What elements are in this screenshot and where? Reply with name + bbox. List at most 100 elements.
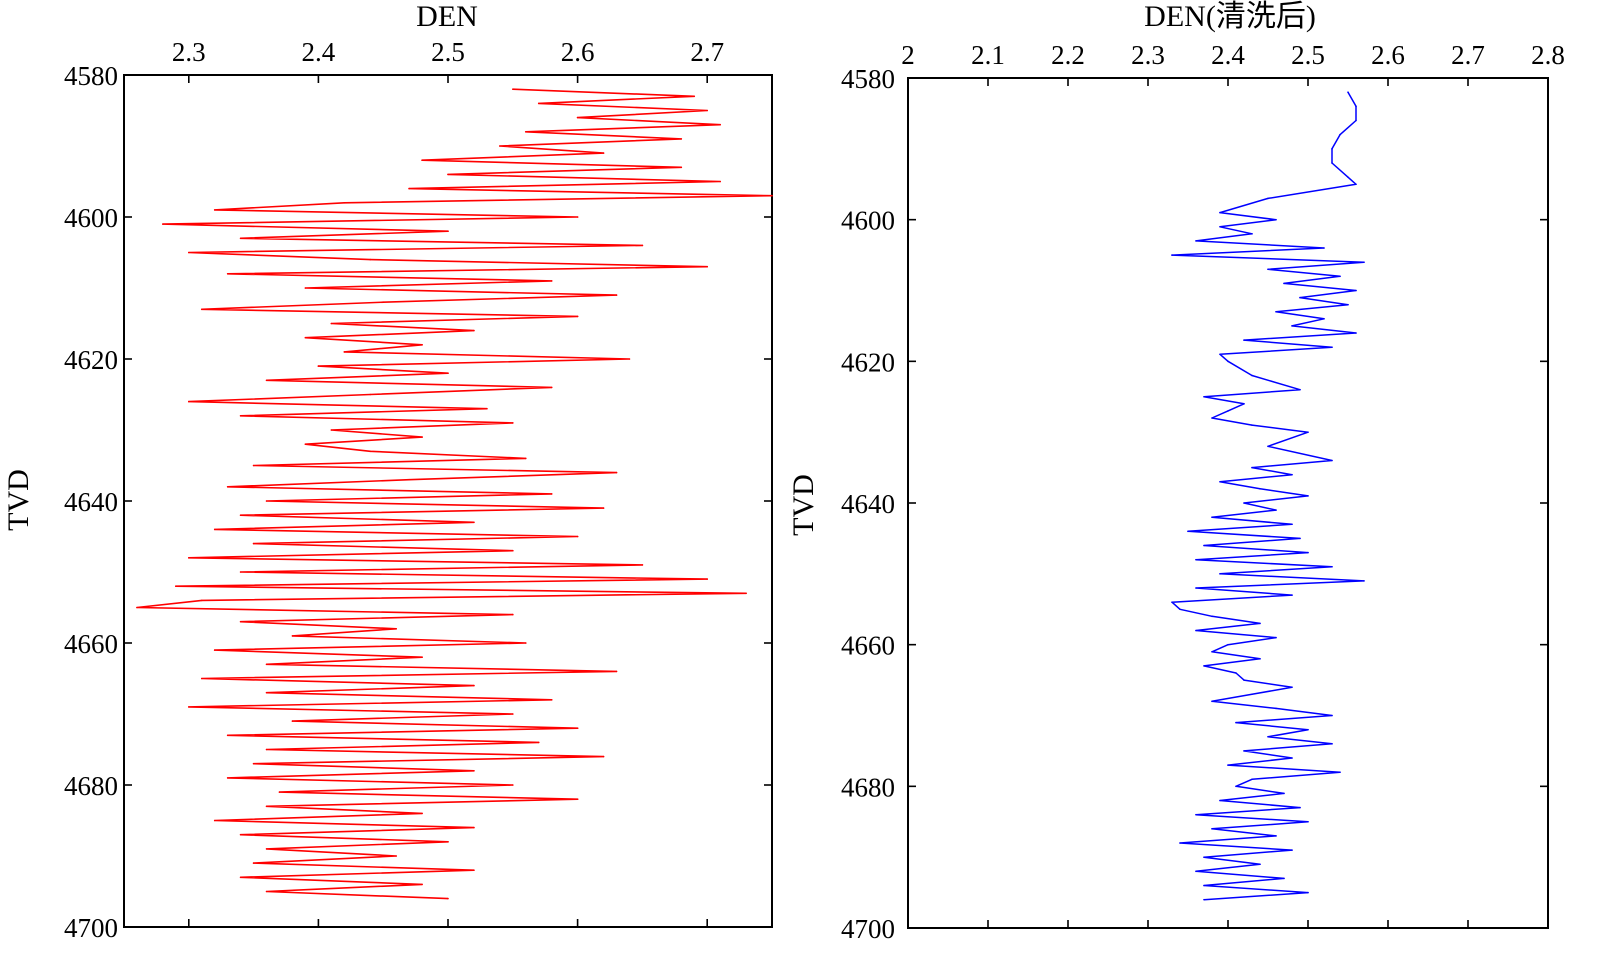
chart-0-data-point xyxy=(447,897,449,900)
chart-1-data-point xyxy=(1211,700,1213,703)
chart-1-data-point xyxy=(1275,509,1277,511)
chart-0-data-point xyxy=(317,365,320,367)
chart-1-data-point xyxy=(1211,650,1213,653)
chart-1-x-tick-label: 2.3 xyxy=(1131,40,1165,70)
chart-0-data-point xyxy=(265,848,268,850)
chart-0-data-point xyxy=(745,592,747,595)
chart-0-y-tick-label: 4640 xyxy=(64,487,118,517)
chart-0-data-point xyxy=(447,841,449,843)
chart-1-data-point xyxy=(1283,792,1285,795)
chart-0-data-point xyxy=(226,486,229,488)
chart-0-data-point xyxy=(706,265,708,268)
chart-1-data-point xyxy=(1219,353,1221,356)
chart-0-data-point xyxy=(265,805,268,808)
chart-1-y-tick-label: 4680 xyxy=(841,772,895,802)
chart-0-data-point xyxy=(421,436,423,438)
chart-0-data-point xyxy=(330,429,333,431)
chart-0-data-point xyxy=(680,138,683,140)
chart-0-y-tick-label: 4680 xyxy=(64,771,118,801)
chart-0-data-point xyxy=(486,407,488,410)
chart-0-data-point xyxy=(330,322,333,325)
chart-0-data-point xyxy=(304,443,307,446)
chart-0-data-point xyxy=(550,386,553,389)
chart-1-data-point xyxy=(1291,473,1293,476)
chart-1-data-point xyxy=(1291,325,1293,327)
chart-1-data-point xyxy=(1355,332,1357,334)
chart-1-data-point xyxy=(1331,565,1333,568)
chart-0-data-point xyxy=(524,642,527,644)
chart-1-data-point xyxy=(1323,247,1325,249)
chart-1-data-point xyxy=(1331,743,1333,745)
chart-1-data-point xyxy=(1355,183,1357,186)
chart-1-data-point xyxy=(1291,686,1293,688)
chart-1-data-point xyxy=(1363,261,1365,263)
chart-1-data-point xyxy=(1227,410,1229,412)
chart-1-x-tick-label: 2.7 xyxy=(1451,40,1485,70)
chart-0-series-0-line xyxy=(136,88,773,900)
chart-1-data-point xyxy=(1347,176,1349,178)
chart-1-data-point xyxy=(1347,303,1349,306)
chart-1-data-point xyxy=(1203,544,1205,547)
chart-0-data-point xyxy=(343,351,346,353)
chart-1-data-point xyxy=(1251,424,1253,426)
chart-0-y-axis-title: TVD xyxy=(2,469,35,531)
chart-1-data-point xyxy=(1307,495,1309,497)
chart-0-data-point xyxy=(421,656,423,658)
chart-1-data-point xyxy=(1283,282,1285,285)
chart-0-data-point xyxy=(512,549,514,552)
chart-1-y-tick-label: 4640 xyxy=(841,489,895,519)
chart-0-data-point xyxy=(576,315,579,318)
chart-0-data-point xyxy=(239,237,242,240)
chart-1-x-tick-label: 2 xyxy=(901,40,915,70)
chart-0-data-point xyxy=(628,358,631,360)
chart-0-data-point xyxy=(473,329,475,332)
chart-0-data-point xyxy=(576,727,579,729)
chart-0-data-point xyxy=(175,585,177,587)
chart-0-data-point xyxy=(252,762,255,765)
chart-1-data-point xyxy=(1195,587,1197,589)
chart-1-data-point xyxy=(1211,417,1213,419)
chart-1-data-point xyxy=(1179,608,1181,611)
chart-1-data-point xyxy=(1211,516,1213,518)
chart-0-data-point xyxy=(602,755,605,758)
chart-1-data-point xyxy=(1307,728,1309,731)
chart-0-data-point xyxy=(693,95,696,98)
chart-0-data-point xyxy=(512,784,514,786)
chart-1-data-point xyxy=(1267,445,1269,448)
chart-0-data-point xyxy=(265,379,268,382)
chart-1-data-point xyxy=(1291,757,1293,759)
chart-1-data-point xyxy=(1307,891,1309,894)
chart-0-data-point xyxy=(512,422,514,424)
chart-1-data-point xyxy=(1195,813,1197,816)
chart-1-data-point xyxy=(1355,119,1357,122)
chart-0-data-point xyxy=(265,691,268,694)
chart-0-data-point xyxy=(602,507,605,509)
chart-1-y-tick-label: 4580 xyxy=(841,64,895,94)
chart-1-data-point xyxy=(1251,693,1253,696)
chart-1-data-point xyxy=(1267,268,1269,271)
chart-0-data-point xyxy=(252,862,255,864)
chart-1-data-point xyxy=(1355,289,1357,292)
chart-0-x-tick-label: 2.6 xyxy=(561,37,595,67)
chart-0-data-point xyxy=(421,812,423,815)
chart-1-data-point xyxy=(1323,318,1325,320)
chart-0-data-point xyxy=(576,798,579,800)
chart-0-data-point xyxy=(473,521,475,524)
chart-0-data-point xyxy=(239,571,242,573)
chart-1-data-point xyxy=(1363,580,1365,582)
chart-1-data-point xyxy=(1259,863,1261,866)
chart-1-x-tick-label: 2.1 xyxy=(971,40,1005,70)
chart-0-data-point xyxy=(291,720,294,722)
chart-0-y-tick-label: 4580 xyxy=(64,61,118,91)
chart-0-data-point xyxy=(512,713,514,715)
chart-0-data-point xyxy=(719,180,721,183)
chart-0-data-point xyxy=(369,258,372,261)
chart-0-data-point xyxy=(771,194,773,197)
chart-1-series-0-line xyxy=(1171,91,1365,901)
chart-0-data-point xyxy=(537,102,540,105)
chart-0-data-point xyxy=(421,344,423,346)
chart-1-data-point xyxy=(1211,828,1213,830)
chart-0-data-point xyxy=(719,123,721,126)
chart-1-data-point xyxy=(1251,374,1253,377)
chart-0-data-point xyxy=(408,187,410,190)
